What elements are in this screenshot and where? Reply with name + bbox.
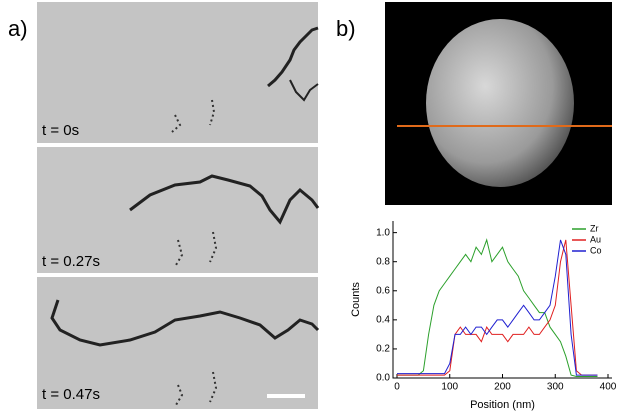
- line-chart: 0.0 0.2 0.4 0.6 0.8 1.0 0 100 200 300 400 Position …: [350, 221, 617, 411]
- x-tick-label: 100: [441, 382, 458, 393]
- micrograph-frames: t = 0s t = 0.27s t = 0.47s: [37, 2, 320, 409]
- y-tick-label: 0.4: [376, 314, 390, 325]
- chain: [50, 299, 320, 347]
- y-tick-label: 0.6: [376, 285, 390, 296]
- frame-label: t = 0.27s: [42, 253, 100, 270]
- particle: [426, 19, 574, 187]
- panel-label: b): [336, 16, 356, 41]
- y-axis-label: Counts: [350, 282, 362, 317]
- series-line: [397, 238, 598, 377]
- frame-label: t = 0s: [42, 122, 79, 139]
- x-tick-label: 0: [394, 382, 400, 393]
- legend-label: Co: [590, 245, 602, 255]
- series-line: [397, 239, 598, 376]
- chain: [289, 79, 319, 102]
- legend-label: Au: [590, 234, 601, 244]
- micrograph: [37, 277, 318, 409]
- micrograph: [37, 2, 318, 143]
- legend-label: Zr: [590, 223, 599, 233]
- x-axis-label: Position (nm): [470, 399, 535, 411]
- series-line: [397, 239, 598, 376]
- chain: [129, 174, 320, 225]
- y-tick-label: 0.8: [376, 256, 390, 267]
- y-tick-label: 0.2: [376, 344, 390, 355]
- y-tick-label: 1.0: [376, 227, 390, 238]
- particles: [171, 99, 218, 406]
- x-tick-label: 300: [547, 382, 564, 393]
- panel-label: a): [8, 16, 28, 41]
- chain: [267, 26, 319, 88]
- y-tick-label: 0.0: [376, 373, 390, 384]
- x-tick-label: 400: [600, 382, 617, 393]
- frame-label: t = 0.47s: [42, 386, 100, 403]
- x-tick-label: 200: [494, 382, 511, 393]
